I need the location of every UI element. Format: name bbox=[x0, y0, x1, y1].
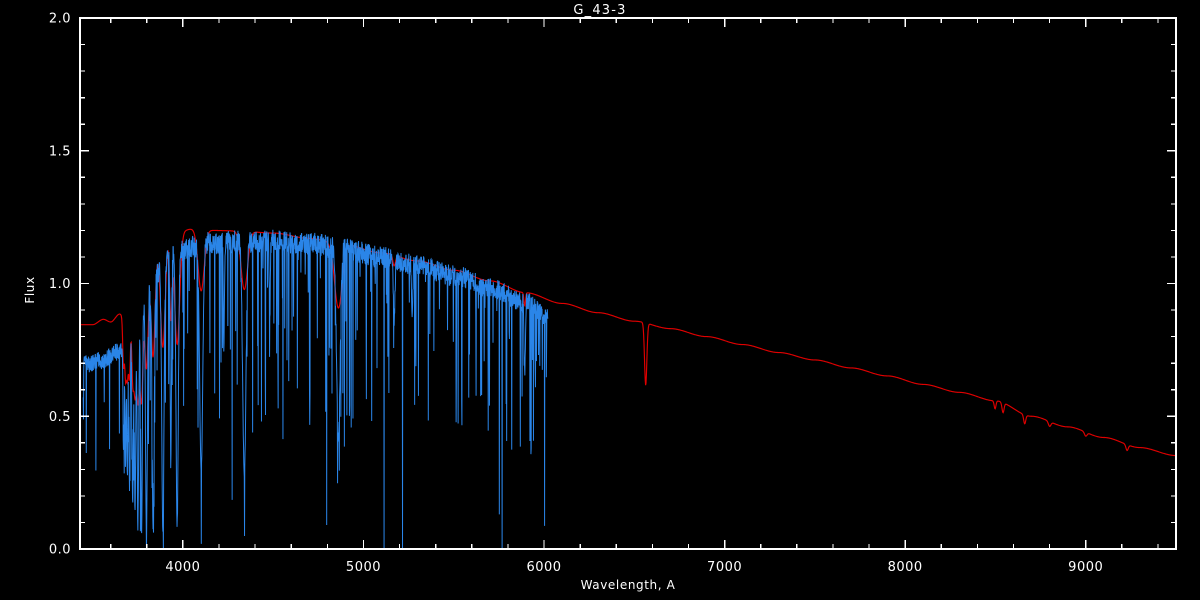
axes-layer: 4000 5000 6000 7000 8000 9000 0.0 0.5 1.0 1.5 2.0 bbox=[49, 12, 1177, 575]
x-tick-label: 7000 bbox=[707, 560, 742, 575]
page-title: G_43-3 bbox=[573, 3, 626, 18]
observed-spectrum bbox=[82, 229, 549, 550]
x-tick-label: 5000 bbox=[346, 560, 381, 575]
y-tick-label: 0.0 bbox=[49, 543, 71, 558]
x-axis-label: Wavelength, A bbox=[581, 578, 676, 592]
y-tick-label: 0.5 bbox=[49, 410, 71, 425]
x-tick-label: 9000 bbox=[1068, 560, 1103, 575]
y-tick-label: 2.0 bbox=[49, 12, 71, 27]
model-spectrum bbox=[80, 228, 1176, 457]
y-tick-label: 1.5 bbox=[49, 144, 71, 159]
y-tick-label: 1.0 bbox=[49, 277, 71, 292]
x-tick-label: 6000 bbox=[526, 560, 561, 575]
x-tick-label: 8000 bbox=[888, 560, 923, 575]
x-tick-label: 4000 bbox=[165, 560, 200, 575]
y-axis-label: Flux bbox=[23, 276, 37, 303]
